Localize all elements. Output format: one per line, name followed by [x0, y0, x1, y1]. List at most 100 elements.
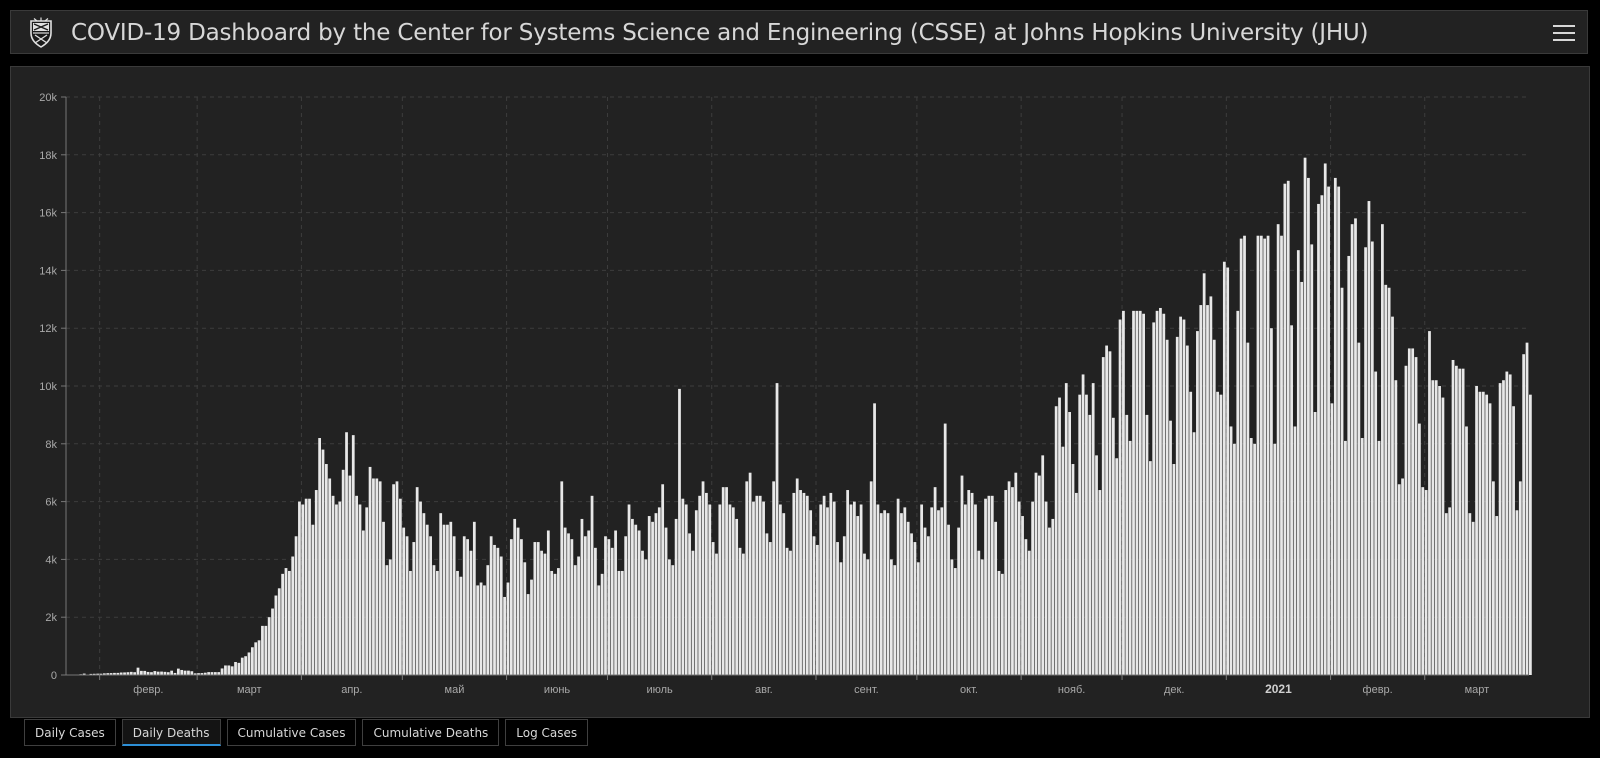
bar: [1280, 235, 1283, 675]
bar: [1185, 345, 1189, 675]
bar: [809, 510, 813, 675]
tab-daily-cases[interactable]: Daily Cases: [24, 719, 116, 746]
bar: [170, 670, 174, 675]
bar: [133, 672, 137, 675]
bar: [1101, 357, 1105, 675]
bar: [654, 513, 658, 675]
bar: [136, 667, 140, 675]
bar: [429, 536, 432, 675]
bar: [1071, 464, 1075, 675]
bar: [789, 550, 792, 675]
bar: [1307, 177, 1310, 676]
x-tick-label: апр.: [341, 684, 362, 696]
bar: [661, 484, 665, 675]
bar: [82, 673, 86, 675]
bar: [520, 539, 523, 675]
bar: [261, 625, 264, 675]
bar: [1115, 458, 1119, 675]
y-tick-label: 16k: [39, 208, 57, 220]
bar: [873, 403, 876, 675]
tab-cumulative-deaths[interactable]: Cumulative Deaths: [362, 719, 500, 746]
y-tick-label: 14k: [39, 265, 57, 277]
bar: [883, 510, 887, 675]
tab-cumulative-cases[interactable]: Cumulative Cases: [226, 719, 357, 746]
bar: [1438, 386, 1441, 675]
bar: [1320, 195, 1324, 675]
bar: [1488, 403, 1492, 675]
bar: [1159, 307, 1162, 675]
bar: [533, 542, 537, 675]
bar: [580, 518, 584, 675]
bar: [271, 608, 274, 675]
bar: [1148, 461, 1152, 675]
bar: [496, 547, 500, 675]
bar: [1381, 224, 1384, 675]
bar: [446, 524, 449, 675]
bar: [479, 582, 483, 675]
bar: [1337, 186, 1341, 675]
bar: [957, 527, 961, 675]
bar: [298, 501, 301, 675]
bar: [678, 388, 681, 675]
bar: [1347, 255, 1351, 675]
bar: [1404, 365, 1408, 675]
bar: [291, 556, 295, 675]
bar: [846, 490, 850, 675]
bar: [294, 536, 298, 675]
bar: [1004, 490, 1008, 675]
bar: [711, 542, 715, 675]
bar: [217, 672, 221, 675]
bar: [705, 492, 708, 675]
y-tick-label: 8k: [45, 439, 57, 451]
x-tick-label: 2021: [1265, 682, 1292, 696]
bar: [728, 504, 732, 675]
bar: [345, 432, 348, 675]
bar: [1300, 281, 1304, 675]
bar: [1313, 412, 1317, 675]
x-tick-label: окт.: [960, 684, 978, 696]
bar: [1054, 406, 1058, 675]
tab-daily-deaths[interactable]: Daily Deaths: [121, 719, 221, 746]
tab-log-cases[interactable]: Log Cases: [505, 719, 589, 746]
bar: [308, 498, 311, 675]
bar: [139, 670, 143, 675]
bar: [99, 673, 103, 675]
bar: [863, 553, 866, 675]
bar: [1259, 235, 1263, 675]
bar: [1290, 325, 1293, 675]
bar: [1441, 397, 1445, 675]
bar: [187, 670, 190, 675]
bar: [610, 547, 614, 675]
y-tick-label: 0: [51, 670, 57, 682]
bar: [257, 640, 261, 675]
bar: [879, 513, 883, 675]
bar: [1401, 478, 1404, 675]
bar: [664, 527, 668, 675]
bar: [180, 669, 184, 675]
bar: [617, 570, 621, 675]
bar: [1132, 310, 1135, 675]
bar: [432, 565, 436, 675]
bar: [1374, 371, 1378, 675]
hamburger-menu-icon[interactable]: [1553, 22, 1575, 44]
bar: [1105, 345, 1108, 675]
bar: [1529, 394, 1532, 675]
bar: [557, 568, 560, 675]
bar: [980, 559, 984, 675]
bar: [412, 542, 416, 675]
bar: [1202, 273, 1206, 675]
bar: [1481, 391, 1485, 675]
bar: [567, 533, 570, 675]
jhu-shield-logo-icon: [30, 17, 52, 48]
bar: [365, 507, 369, 675]
bar: [698, 495, 702, 675]
bar: [782, 513, 786, 675]
bar: [570, 539, 574, 675]
bar: [772, 481, 776, 675]
bar: [1367, 201, 1371, 676]
bar: [1340, 287, 1344, 675]
bar: [351, 435, 355, 675]
bar: [896, 498, 900, 675]
bar: [1246, 342, 1250, 675]
bar: [795, 478, 799, 675]
